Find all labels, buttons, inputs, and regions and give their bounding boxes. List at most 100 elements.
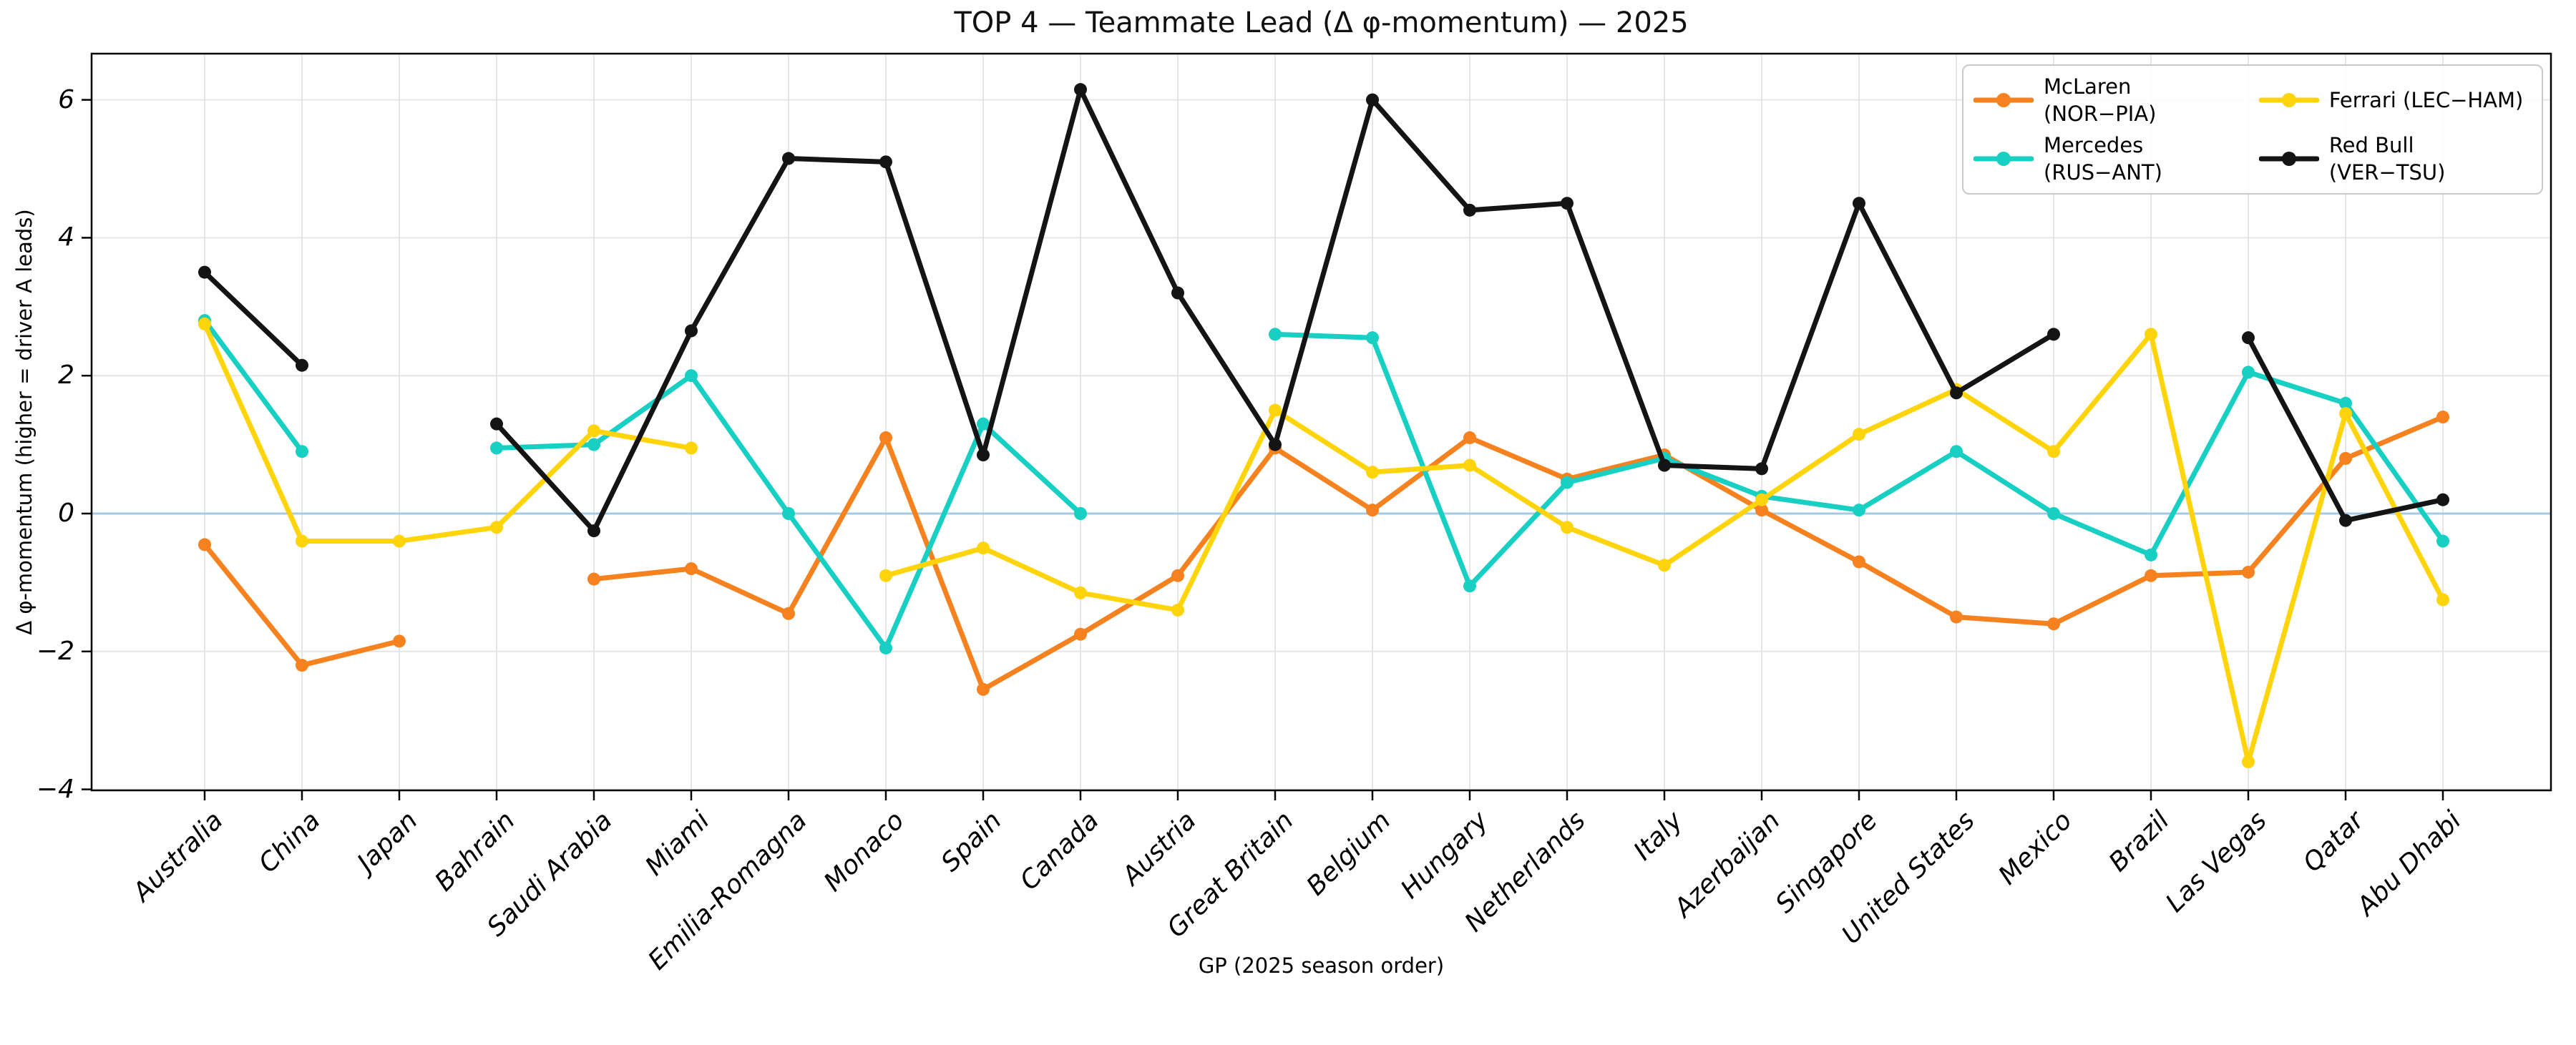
data-point-mercedes	[1074, 507, 1087, 520]
y-tick-label: −2	[36, 636, 74, 666]
data-point-mercedes	[1366, 331, 1379, 345]
legend-item-mclaren: McLaren (NOR−PIA)	[1974, 73, 2245, 127]
data-point-redbull	[490, 417, 503, 431]
data-point-redbull	[1853, 197, 1865, 210]
data-point-ferrari	[1074, 586, 1087, 599]
x-axis-label: GP (2025 season order)	[1198, 953, 1445, 978]
data-point-mclaren	[977, 682, 990, 696]
data-point-mclaren	[879, 431, 892, 444]
y-tick-label: 6	[58, 84, 74, 114]
data-point-ferrari	[977, 541, 990, 555]
data-point-redbull	[977, 448, 990, 462]
y-tick-label: 0	[58, 499, 74, 528]
data-point-mclaren	[1755, 504, 1768, 517]
data-point-redbull	[2047, 328, 2060, 341]
data-point-mercedes	[782, 507, 795, 520]
data-point-redbull	[1463, 203, 1476, 217]
data-point-mercedes	[296, 445, 308, 458]
plot-area	[82, 52, 2552, 800]
data-point-mercedes	[490, 441, 503, 455]
data-point-mercedes	[977, 417, 990, 431]
data-point-mclaren	[1950, 610, 1963, 624]
data-point-ferrari	[1658, 559, 1671, 572]
data-point-ferrari	[2339, 407, 2352, 421]
data-point-redbull	[1950, 386, 1963, 400]
series-line-ferrari	[202, 321, 694, 544]
data-point-mercedes	[1269, 328, 1282, 341]
data-point-ferrari	[296, 534, 308, 548]
data-point-redbull	[685, 324, 698, 338]
data-point-ferrari	[198, 317, 211, 330]
data-point-redbull	[1269, 438, 1282, 451]
data-point-redbull	[1561, 197, 1574, 210]
series-line-redbull	[202, 270, 305, 368]
data-point-ferrari	[393, 534, 406, 548]
legend: McLaren (NOR−PIA) Mercedes (RUS−ANT) Ferra…	[1962, 64, 2543, 195]
data-point-redbull	[1366, 93, 1379, 107]
data-point-mercedes	[2436, 534, 2449, 548]
data-point-ferrari	[2242, 755, 2255, 769]
data-point-mclaren	[587, 572, 600, 586]
data-point-mclaren	[296, 659, 308, 672]
data-point-mercedes	[1853, 504, 1865, 517]
y-tick-label: 4	[58, 222, 74, 252]
data-point-redbull	[587, 524, 600, 538]
legend-item-redbull: Red Bull (VER−TSU)	[2258, 132, 2532, 186]
data-point-ferrari	[879, 569, 892, 582]
legend-item-ferrari: Ferrari (LEC−HAM)	[2258, 73, 2532, 127]
data-point-mercedes	[879, 641, 892, 654]
data-point-mclaren	[1074, 627, 1087, 641]
legend-item-mercedes: Mercedes (RUS−ANT)	[1974, 132, 2245, 186]
legend-line-marker-icon	[2258, 152, 2319, 166]
data-point-mercedes	[587, 438, 600, 451]
data-point-redbull	[879, 155, 892, 169]
data-point-ferrari	[587, 424, 600, 438]
legend-line-marker-icon	[2258, 93, 2319, 107]
data-point-ferrari	[1366, 466, 1379, 479]
y-tick-label: −4	[36, 774, 74, 804]
data-point-ferrari	[1269, 403, 1282, 417]
data-point-mercedes	[2047, 507, 2060, 520]
data-point-mclaren	[393, 634, 406, 648]
legend-line-marker-icon	[1974, 152, 2034, 166]
legend-label: Mercedes (RUS−ANT)	[2044, 133, 2162, 185]
data-point-ferrari	[490, 521, 503, 534]
data-point-mercedes	[1463, 579, 1476, 593]
data-point-ferrari	[2145, 328, 2157, 341]
data-point-redbull	[1171, 286, 1184, 300]
data-point-redbull	[1755, 462, 1768, 476]
data-point-redbull	[1658, 458, 1671, 472]
plot-border	[90, 52, 2552, 792]
series-line-mclaren	[591, 414, 2446, 692]
data-point-mclaren	[2145, 569, 2157, 582]
data-point-redbull	[198, 265, 211, 279]
data-point-ferrari	[2436, 593, 2449, 607]
data-point-redbull	[2436, 493, 2449, 506]
y-axis-label: Δ φ-momentum (higher = driver A leads)	[12, 209, 36, 635]
y-tick-label: 2	[58, 360, 74, 391]
data-point-mclaren	[1463, 431, 1476, 444]
data-point-mclaren	[1853, 555, 1865, 569]
data-point-redbull	[296, 358, 308, 372]
data-point-mclaren	[2047, 617, 2060, 631]
series-line-mercedes	[202, 318, 305, 454]
data-point-mercedes	[1950, 445, 1963, 458]
legend-line-marker-icon	[1974, 93, 2034, 107]
legend-label: McLaren (NOR−PIA)	[2044, 74, 2157, 126]
data-point-ferrari	[1561, 521, 1574, 534]
data-point-redbull	[2242, 331, 2255, 345]
legend-label: Ferrari (LEC−HAM)	[2328, 88, 2524, 112]
data-point-ferrari	[2047, 445, 2060, 458]
data-point-mclaren	[2242, 565, 2255, 579]
data-point-mercedes	[2145, 548, 2157, 561]
data-point-ferrari	[1171, 603, 1184, 617]
data-point-ferrari	[1853, 428, 1865, 441]
data-point-mclaren	[1171, 569, 1184, 582]
data-point-redbull	[2339, 514, 2352, 527]
data-point-mercedes	[1561, 476, 1574, 489]
data-point-mclaren	[2339, 451, 2352, 465]
data-point-mclaren	[2436, 411, 2449, 424]
data-point-mclaren	[685, 562, 698, 576]
data-point-ferrari	[685, 441, 698, 455]
data-point-mclaren	[1366, 504, 1379, 517]
